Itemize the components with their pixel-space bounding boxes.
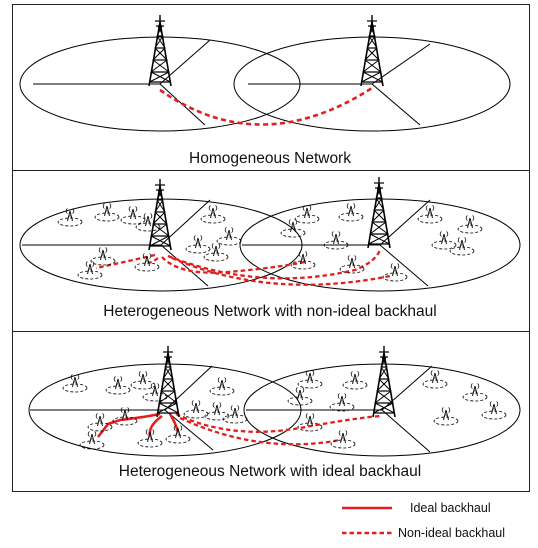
small-cell-icon [77, 261, 103, 280]
small-cell-icon [422, 370, 448, 389]
non-ideal-backhaul-links [175, 412, 381, 446]
small-cell-icon [294, 205, 320, 224]
sector-line [379, 244, 429, 287]
panel-caption: Heterogeneous Network with non-ideal bac… [103, 303, 436, 320]
panel-heterogeneous-non-ideal: Heterogeneous Network with non-ideal bac… [12, 170, 530, 332]
small-cell-icon [135, 213, 161, 232]
small-cell-icon [137, 429, 163, 448]
panel-frame [12, 331, 530, 492]
small-cell-icon [185, 235, 211, 254]
small-cell-icon [329, 393, 355, 412]
panel-caption: Homogeneous Network [189, 150, 351, 167]
small-cell-icon [338, 203, 364, 222]
sector-line [371, 83, 421, 126]
small-cell-icon [222, 405, 248, 424]
small-cell-icon [204, 402, 230, 421]
legend-ideal-label: Ideal backhaul [410, 501, 491, 515]
small-cell-icon [449, 237, 475, 256]
sector-line [381, 409, 431, 453]
small-cell-icon [297, 370, 323, 389]
macro-tower-icon [367, 176, 391, 249]
panel-homogeneous: Homogeneous Network [12, 4, 530, 171]
small-cell-icon [481, 401, 507, 420]
small-cell-icon [57, 208, 83, 227]
non-ideal-backhaul-links [95, 249, 391, 286]
macro-coverage-ellipse [233, 36, 511, 132]
small-cell-icon [431, 231, 457, 250]
small-cell-icon [339, 255, 365, 274]
small-cell-icon [200, 205, 226, 224]
small-cell-icon [323, 231, 349, 250]
small-cell-icon [433, 407, 459, 426]
small-cell-icon [105, 376, 131, 395]
ideal-backhaul-links [96, 412, 180, 438]
macro-tower-icon [156, 345, 180, 418]
panel-heterogeneous-ideal: Heterogeneous Network with ideal backhau… [12, 331, 530, 492]
small-cell-icon [94, 203, 120, 222]
small-cell-icon [203, 243, 229, 262]
small-cell-icon [457, 215, 483, 234]
small-cell-icon [87, 413, 113, 432]
legend: Ideal backhaul Non-ideal backhaul [342, 501, 505, 540]
macro-tower-icon [372, 345, 396, 418]
sector-line [160, 244, 209, 287]
small-cell-icon [90, 247, 116, 266]
macro-tower-icon [360, 14, 384, 87]
panel-caption: Heterogeneous Network with ideal backhau… [119, 463, 421, 480]
small-cell-icon [287, 387, 313, 406]
small-cell-icon [462, 383, 488, 402]
macro-tower-icon [148, 14, 172, 87]
small-cell-icon [382, 263, 408, 282]
small-cell-icon [134, 253, 160, 272]
small-cells [57, 203, 483, 282]
macro-coverage-ellipse [239, 198, 521, 292]
small-cell-icon [120, 206, 146, 225]
non-ideal-backhaul-link [159, 86, 373, 126]
sector-line [371, 43, 431, 85]
small-cell-icon [62, 374, 88, 393]
small-cell-icon [330, 430, 356, 449]
small-cell-icon [216, 227, 242, 246]
small-cell-icon [342, 371, 368, 390]
sector-line [159, 39, 211, 85]
legend-non-ideal-label: Non-ideal backhaul [398, 526, 505, 540]
panel-frame [12, 4, 530, 171]
small-cell-icon [183, 400, 209, 419]
small-cell-icon [209, 377, 235, 396]
